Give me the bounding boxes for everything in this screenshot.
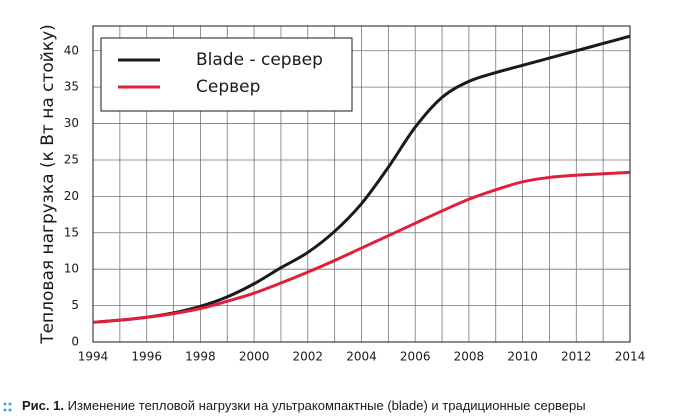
y-tick-label: 20	[64, 189, 79, 203]
y-axis-label: Тепловая нагрузка (к Вт на стойку)	[38, 24, 58, 345]
x-tick-label: 2004	[346, 350, 377, 364]
x-tick-label: 1996	[131, 350, 162, 364]
y-tick-label: 40	[64, 43, 79, 57]
x-tick-label: 1998	[185, 350, 216, 364]
y-tick-label: 30	[64, 116, 79, 130]
x-tick-label: 2012	[561, 350, 592, 364]
y-tick-label: 25	[64, 152, 79, 166]
x-tick-label: 2002	[293, 350, 324, 364]
legend-label: Сервер	[196, 77, 260, 97]
y-tick-label: 10	[64, 262, 79, 276]
x-tick-label: 2008	[454, 350, 485, 364]
caption-text: Изменение тепловой нагрузки на ультраком…	[68, 398, 586, 413]
x-tick-label: 2006	[400, 350, 431, 364]
y-tick-label: 15	[64, 225, 79, 239]
y-tick-label: 0	[71, 335, 79, 349]
caption-icon	[3, 402, 12, 412]
y-tick-label: 35	[64, 80, 79, 94]
caption-label: Рис. 1.	[22, 398, 64, 413]
x-tick-label: 2000	[239, 350, 270, 364]
caption: Рис. 1. Изменение тепловой нагрузки на у…	[22, 398, 586, 413]
series-line	[92, 170, 631, 324]
x-tick-label: 2010	[507, 350, 538, 364]
legend-box	[100, 37, 353, 112]
y-tick-label: 5	[71, 298, 79, 312]
plot-frame	[92, 25, 631, 343]
x-tick-label: 1994	[78, 350, 109, 364]
x-tick-label: 2014	[615, 350, 646, 364]
legend-label: Blade - сервер	[196, 50, 323, 70]
